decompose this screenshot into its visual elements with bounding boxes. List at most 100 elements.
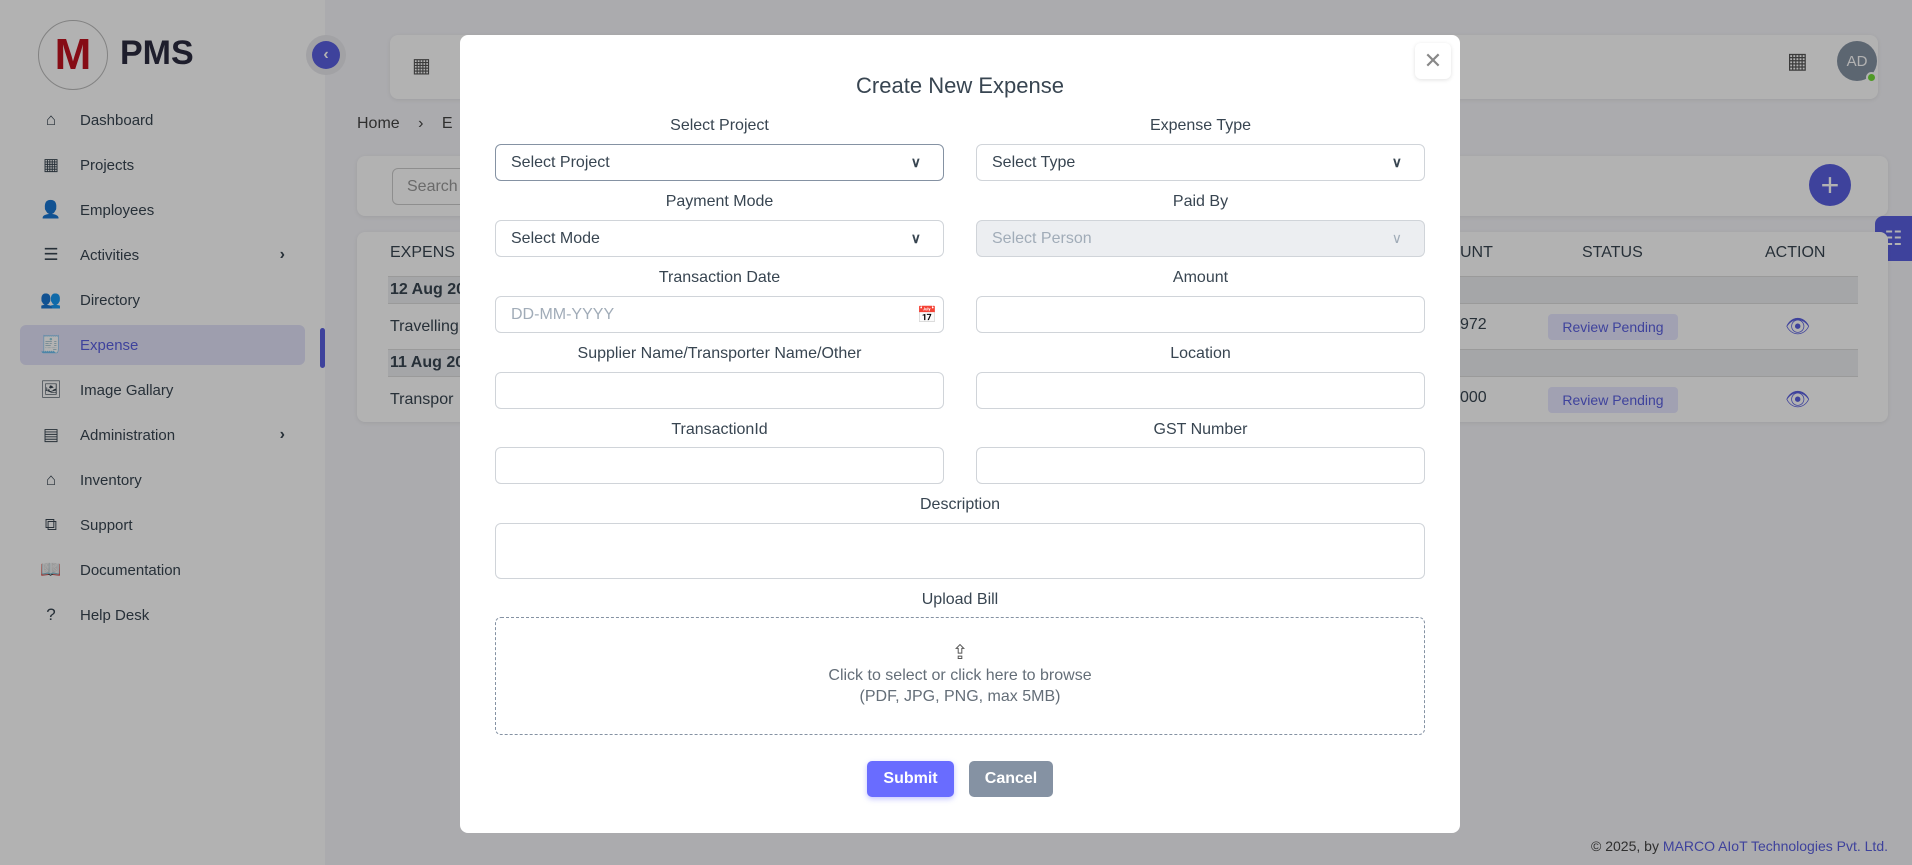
list-icon: ☰ [43,245,59,264]
paid-by-value: Select Person [992,229,1092,247]
payment-mode-value: Select Mode [511,229,600,247]
online-status-dot [1866,72,1877,83]
calendar-icon[interactable]: 📅 [917,306,937,324]
copy-icon: ⧉ [44,515,58,534]
store-icon: ⌂ [45,470,57,489]
book-icon: 📖 [40,560,62,579]
transaction-id-input[interactable] [495,447,944,484]
chevron-down-icon: ∨ [1391,154,1402,170]
gst-input[interactable] [976,447,1425,484]
sidebar-item-activities[interactable]: ☰ Activities › [20,235,305,275]
view-eye-icon[interactable]: 👁 [1785,389,1811,411]
location-input[interactable] [976,372,1425,409]
sidebar-item-label: Employees [80,201,155,219]
upload-dropzone[interactable]: ⇪ Click to select or click here to brows… [495,617,1425,735]
chevron-left-icon: ‹ [323,46,329,63]
sidebar-item-label: Help Desk [80,606,150,624]
sidebar-item-label: Expense [80,336,139,354]
payment-mode-select[interactable]: Select Mode ∨ [495,220,944,257]
sidebar-item-projects[interactable]: ▦ Projects [20,145,305,185]
sidebar-item-image-gallary[interactable]: 🖼 Image Gallary [20,370,305,410]
chevron-right-icon: › [279,246,285,263]
sidebar-item-administration[interactable]: ▤ Administration › [20,415,305,455]
sidebar-item-label: Dashboard [80,111,154,129]
upload-label: Upload Bill [921,591,999,608]
expense-type-select[interactable]: Select Type ∨ [976,144,1425,181]
chevron-down-icon: ∨ [1391,230,1402,246]
building-icon: ▦ [42,155,60,174]
sidebar-item-directory[interactable]: 👥 Directory [20,280,305,320]
expense-type-cell: Transpor [390,391,454,408]
upload-text: Click to select or click here to browse [828,667,1092,684]
project-select-value: Select Project [511,153,610,171]
column-header-action: ACTION [1765,244,1826,261]
close-button[interactable]: ✕ [1415,43,1451,79]
users-icon: 👥 [40,290,62,309]
expense-type-cell: Travelling [390,318,459,335]
building-icon[interactable]: ▦ [412,55,431,77]
column-header-expense: EXPENS [390,244,455,261]
sidebar-item-support[interactable]: ⧉ Support [20,505,305,545]
amount-input[interactable] [976,296,1425,333]
sidebar-item-label: Projects [80,156,135,174]
amount-cell: 000 [1460,389,1487,406]
sidebar-item-employees[interactable]: 👤 Employees [20,190,305,230]
breadcrumb-separator: › [418,115,424,132]
gallery-icon: 🖼 [40,380,62,399]
sidebar-item-expense[interactable]: 🧾 Expense [20,325,305,365]
sidebar-item-label: Directory [80,291,141,309]
transaction-date-label: Transaction Date [658,269,781,286]
status-badge: Review Pending [1548,387,1678,413]
sidebar-item-inventory[interactable]: ⌂ Inventory [20,460,305,500]
cloud-upload-icon: ⇪ [951,642,969,664]
collapse-sidebar-button[interactable]: ‹ [312,41,340,69]
footer-company-link[interactable]: MARCO AIoT Technologies Pvt. Ltd. [1662,838,1888,854]
sidebar-item-label: Activities [80,246,140,264]
view-eye-icon[interactable]: 👁 [1785,316,1811,338]
sidebar-item-help-desk[interactable]: ? Help Desk [20,595,305,635]
payment-mode-label: Payment Mode [665,193,774,210]
logo: M [38,20,108,90]
submit-button[interactable]: Submit [867,761,954,797]
close-icon: ✕ [1423,48,1443,73]
add-expense-button[interactable]: + [1809,164,1851,206]
description-label: Description [919,496,1001,513]
cancel-button[interactable]: Cancel [969,761,1053,797]
sidebar-item-dashboard[interactable]: ⌂ Dashboard [20,100,305,140]
archive-icon: ▤ [42,425,60,444]
expense-type-label: Expense Type [1149,117,1252,134]
group-date: 12 Aug 20 [390,281,465,298]
breadcrumb: Home › E [357,115,453,133]
description-textarea[interactable] [495,523,1425,579]
active-indicator [320,328,325,368]
sliders-icon: ☷ [1884,228,1903,250]
transaction-id-label: TransactionId [671,421,768,438]
apps-grid-icon[interactable]: ▦ [1787,48,1808,73]
upload-hint: (PDF, JPG, PNG, max 5MB) [859,688,1061,705]
amount-label: Amount [1172,269,1229,286]
sidebar-item-label: Inventory [80,471,142,489]
project-select[interactable]: Select Project ∨ [495,144,944,181]
paid-by-label: Paid By [1172,193,1229,210]
transaction-date-input[interactable]: DD-MM-YYYY 📅 [495,296,944,333]
home-icon: ⌂ [45,110,57,129]
sidebar-item-label: Administration [80,426,176,444]
receipt-icon: 🧾 [40,335,62,354]
modal-title: Create New Expense [856,73,1064,98]
status-badge: Review Pending [1548,314,1678,340]
transaction-date-placeholder: DD-MM-YYYY [511,305,615,323]
create-expense-modal: ✕ Create New Expense Select Project Sele… [460,35,1460,833]
breadcrumb-home[interactable]: Home [357,115,400,132]
breadcrumb-current: E [441,115,453,132]
plus-icon: + [1820,166,1840,203]
sidebar-item-documentation[interactable]: 📖 Documentation [20,550,305,590]
question-icon: ? [46,605,56,624]
brand-name: PMS [120,34,194,72]
gst-label: GST Number [1153,421,1248,438]
supplier-input[interactable] [495,372,944,409]
sidebar-item-label: Support [80,516,133,534]
sidebar-item-label: Documentation [80,561,181,579]
chevron-right-icon: › [279,426,285,443]
project-label: Select Project [670,117,769,134]
sidebar-item-label: Image Gallary [80,381,174,399]
